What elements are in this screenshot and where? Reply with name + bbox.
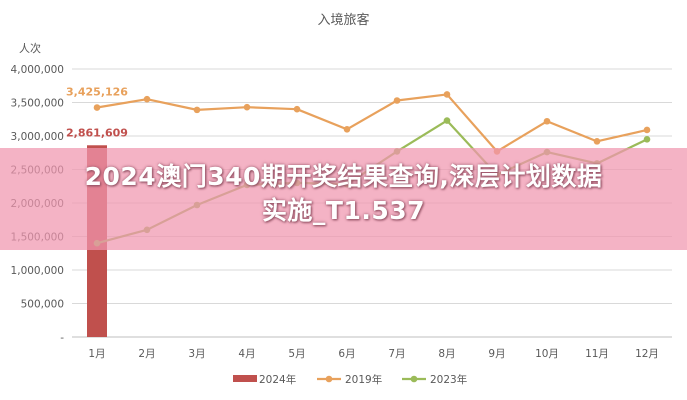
data-point [343, 126, 351, 133]
y-tick-label: - [60, 332, 64, 344]
banner-line-1: 2024澳门340期开奖结果查询,深层计划数据 [84, 162, 603, 191]
x-tick-label: 12月 [635, 348, 659, 360]
data-point [293, 105, 301, 113]
legend-label: 2019年 [345, 373, 382, 386]
y-tick-label: 1,000,000 [11, 265, 64, 277]
legend: 2024年 2019年 2023年 [233, 373, 467, 386]
y-tick-label: 3,000,000 [11, 131, 64, 143]
x-tick-labels: 1月 2月 3月 4月 5月 6月 7月 8月 9月 10月 11月 12月 [88, 348, 659, 360]
chart-title: 入境旅客 [317, 12, 369, 28]
data-labels: 3,425,126 2,861,609 [66, 86, 128, 140]
data-point [643, 136, 651, 143]
legend-marker [325, 375, 333, 383]
x-tick-label: 6月 [338, 348, 355, 360]
x-tick-label: 2月 [138, 348, 155, 360]
x-tick-label: 8月 [438, 348, 455, 360]
x-tick-label: 5月 [288, 348, 305, 360]
legend-label: 2023年 [430, 373, 467, 386]
data-point [393, 97, 401, 104]
legend-label: 2024年 [259, 373, 296, 386]
legend-marker [410, 375, 418, 383]
y-tick-label: 3,500,000 [11, 98, 64, 110]
data-point [593, 138, 601, 145]
y-tick-label: 500,000 [21, 299, 64, 311]
banner-line-2: 实施_T1.537 [261, 196, 426, 225]
x-tick-label: 4月 [238, 348, 255, 360]
x-tick-label: 11月 [585, 348, 609, 360]
legend-swatch [233, 375, 257, 382]
watermark-banner [0, 148, 687, 250]
data-point [143, 95, 151, 103]
x-tick-label: 10月 [535, 348, 559, 360]
y-axis-label: 人次 [19, 41, 41, 55]
data-point [93, 104, 101, 111]
y-tick-label: 4,000,000 [11, 64, 64, 76]
data-label: 3,425,126 [66, 86, 128, 99]
data-label: 2,861,609 [66, 126, 128, 139]
x-tick-label: 3月 [188, 348, 205, 360]
x-tick-label: 1月 [88, 348, 105, 360]
x-tick-label: 7月 [388, 348, 405, 360]
data-point [243, 103, 251, 111]
data-point [543, 117, 551, 125]
x-tick-label: 9月 [488, 348, 505, 360]
data-point [643, 126, 651, 134]
series-line [96, 93, 648, 153]
banner-text: 2024澳门340期开奖结果查询,深层计划数据 实施_T1.537 [0, 160, 687, 228]
data-point [443, 91, 451, 98]
data-point [193, 106, 201, 114]
data-point [443, 117, 451, 124]
